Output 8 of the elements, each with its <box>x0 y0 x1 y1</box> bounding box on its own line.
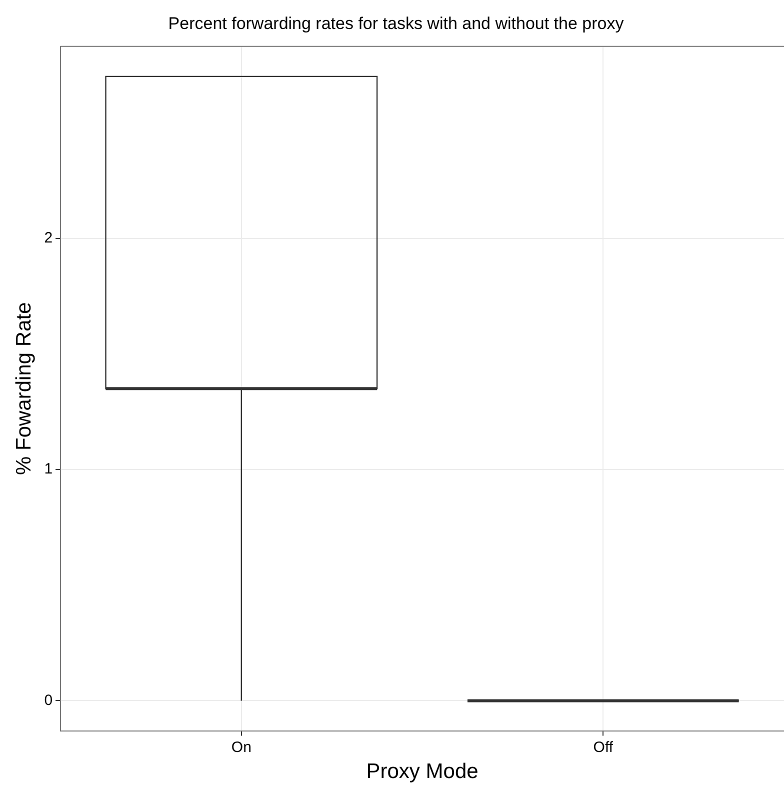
x-tick-label: Off <box>593 738 614 756</box>
x-axis-title: Proxy Mode <box>366 760 478 784</box>
chart-title: Percent forwarding rates for tasks with and without the proxy <box>168 14 624 33</box>
y-tick-label: 0 <box>44 692 53 709</box>
y-tick-label: 2 <box>44 229 53 246</box>
y-axis-title: % Fowarding Rate <box>12 302 36 475</box>
y-tick-label: 1 <box>44 460 53 478</box>
x-tick-label: On <box>231 738 252 756</box>
